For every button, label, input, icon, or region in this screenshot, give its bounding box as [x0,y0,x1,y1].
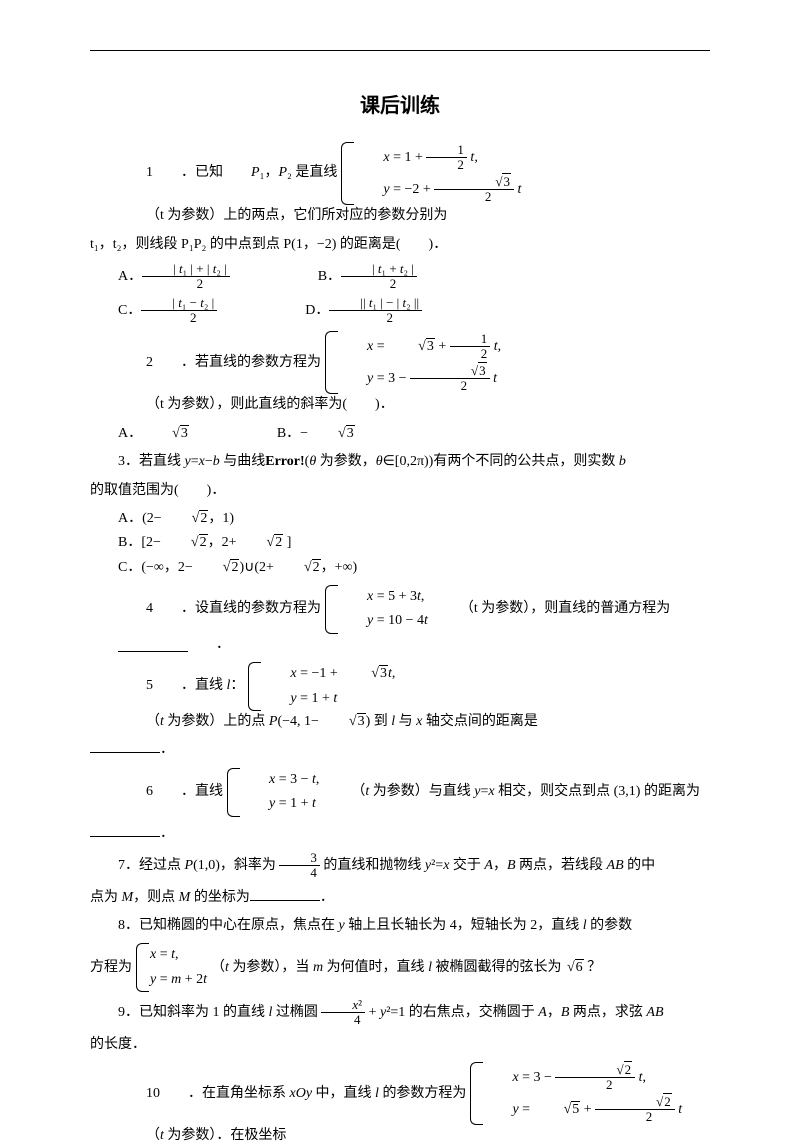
p5-after: （t 为参数）上的点 P(−4, 1−3) 到 l 与 x 轴交点间的距离是 [118,711,538,733]
p10-a: ．在直角坐标系 xOy 中，直线 l 的参数方程为 [160,1083,466,1105]
p1-lead: ．已知 [153,162,223,184]
p4-num: 4 [118,598,153,620]
p6-num: 6 [118,781,153,803]
p1-after: （t 为参数）上的两点，它们所对应的参数分别为 [118,205,447,227]
p2-lead: ．若直线的参数方程为 [153,352,321,374]
p3-num: 3 [118,454,125,469]
problem-5: 5 ．直线 l： x = −1 + 3t, y = 1 + t （t 为参数）上… [90,662,710,733]
problem-10: 10 ．在直角坐标系 xOy 中，直线 l 的参数方程为 x = 3 − 22 … [90,1062,710,1148]
problem-7: 7．经过点 P(1,0)，斜率为 34 的直线和抛物线 y²=x 交于 A，B … [90,851,710,881]
p2-after: （t 为参数），则此直线的斜率为( )． [118,394,394,416]
p3-line2: 的取值范围为( )． [90,480,710,502]
p9-line2: 的长度． [90,1034,710,1056]
problem-4: 4 ．设直线的参数方程为 x = 5 + 3t, y = 10 − 4t （t … [90,585,710,656]
p2-opt-a: A．3 [90,423,189,445]
problem-9: 9．已知斜率为 1 的直线 l 过椭圆 x²4 + y²=1 的右焦点，交椭圆于… [90,998,710,1028]
p6-trail: ． [160,826,174,841]
p3-text: ．若直线 y=x−b 与曲线Error!(θ 为参数，θ∈[0,2π))有两个不… [125,454,626,469]
p6-blank-line: ． [90,823,710,845]
p9-b: + y²=1 的右焦点，交椭圆于 A，B 两点，求弦 AB [365,1005,663,1020]
problem-8: 8．已知椭圆的中心在原点，焦点在 y 轴上且长轴长为 4，短轴长为 2，直线 l… [90,915,710,937]
problem-2: 2 ．若直线的参数方程为 x = 3 + 12 t, y = 3 − 32 t … [90,331,710,417]
p8-a: ．已知椭圆的中心在原点，焦点在 y 轴上且长轴长为 4，短轴长为 2，直线 l … [125,918,632,933]
p4-system: x = 5 + 3t, y = 10 − 4t [325,585,428,634]
p1-opt-b: B．| t₁ + t₂ |2 [290,262,417,292]
p8-b: （t 为参数），当 m 为何值时，直线 l 被椭圆截得的弦长为 6 ？ [211,957,601,979]
p4-trail: ． [188,634,230,656]
p1-options-row2: C．| t₁ − t₂ |2 D．|| t₁ | − | t₂ ||2 [90,296,710,326]
p3-opt-b: B．[2−2，2+2 ] [90,532,710,554]
p8-num: 8 [118,918,125,933]
p7-frac: 34 [279,851,320,881]
p7-num: 7 [118,858,125,873]
p10-num: 10 [118,1083,160,1105]
p2-system: x = 3 + 12 t, y = 3 − 32 t [325,331,501,394]
p9-num: 9 [118,1005,125,1020]
p6-lead: ．直线 [153,781,223,803]
p2-num: 2 [118,352,153,374]
top-rule [90,50,710,51]
page-title: 课后训练 [90,90,710,122]
p7-line2: 点为 M，则点 M 的坐标为． [90,887,710,909]
p1-opt-d: D．|| t₁ | − | t₂ ||2 [277,296,422,326]
p8-line2: 方程为 x = t, y = m + 2t （t 为参数），当 m 为何值时，直… [90,943,710,992]
p6-system: x = 3 − t, y = 1 + t [227,768,319,817]
p10-b: （t 为参数）．在极坐标 [118,1125,286,1147]
p6-after: （t 为参数）与直线 y=x 相交，则交点到点 (3,1) 的距离为 [323,781,700,803]
p5-trail: ． [160,742,174,757]
p1-line2: t₁，t₂，则线段 P₁P₂ 的中点到点 P(1，−2) 的距离是( )． [90,234,710,256]
p5-system: x = −1 + 3t, y = 1 + t [248,662,395,711]
p1-opt-a: A．| t₁ | + | t₂ |2 [90,262,230,292]
p10-system: x = 3 − 22 t, y = 5 + 22 t [470,1062,682,1125]
p1-opt-c: C．| t₁ − t₂ |2 [90,296,217,326]
p1-pts: P₁，P₂ 是直线 [223,162,337,184]
p7-b: 的直线和抛物线 y²=x 交于 A，B 两点，若线段 AB 的中 [320,858,655,873]
p5-num: 5 [118,675,153,697]
p4-after: （t 为参数），则直线的普通方程为 [432,598,670,620]
p5-blank-line: ． [90,739,710,761]
problem-3: 3．若直线 y=x−b 与曲线Error!(θ 为参数，θ∈[0,2π))有两个… [90,451,710,473]
p4-blank [118,638,188,652]
p3-opt-a: A．(2−2，1) [90,508,710,530]
problem-1: 1 ．已知 P₁，P₂ 是直线 x = 1 + 12 t, y = −2 + 3… [90,142,710,228]
p7-a: ．经过点 P(1,0)，斜率为 [125,858,279,873]
p3-opt-c: C．(−∞，2−2)∪(2+2，+∞) [90,557,710,579]
p4-lead: ．设直线的参数方程为 [153,598,321,620]
p9-frac: x²4 [321,998,365,1028]
p9-a: ．已知斜率为 1 的直线 l 过椭圆 [125,1005,321,1020]
p2-opt-b: B．−3 [249,423,355,445]
p2-options: A．3 B．−3 [90,423,710,445]
p1-options-row1: A．| t₁ | + | t₂ |2 B．| t₁ + t₂ |2 [90,262,710,292]
problem-6: 6 ．直线 x = 3 − t, y = 1 + t （t 为参数）与直线 y=… [90,768,710,817]
p5-lead: ．直线 l： [153,675,244,697]
p1-num: 1 [118,162,153,184]
p8-system: x = t, y = m + 2t [136,943,207,992]
p1-system: x = 1 + 12 t, y = −2 + 32 t [341,142,521,205]
